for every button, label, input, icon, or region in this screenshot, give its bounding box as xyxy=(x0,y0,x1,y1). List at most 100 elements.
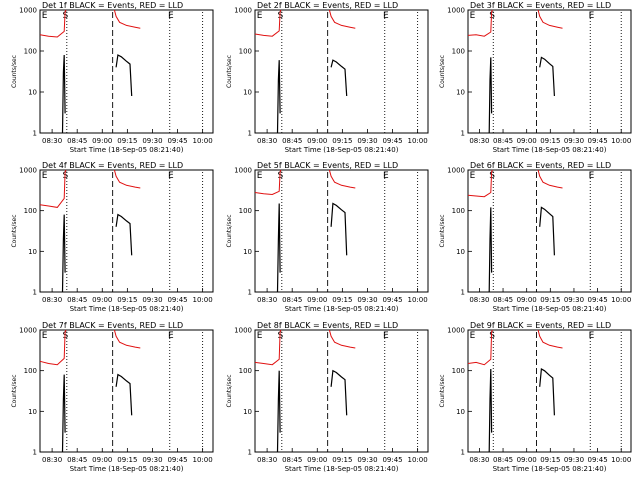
marker-e: E xyxy=(470,171,476,181)
lld-series-line-2 xyxy=(537,329,563,349)
marker-e: E xyxy=(383,11,389,21)
marker-s: S xyxy=(277,171,283,181)
y-tick-label: 100 xyxy=(24,207,37,215)
y-tick-label: 100 xyxy=(239,207,252,215)
panel-title: Det 3f BLACK = Events, RED = LLD xyxy=(470,1,611,10)
x-tick-label: 08:45 xyxy=(67,137,87,145)
x-tick-label: 09:45 xyxy=(382,137,402,145)
y-tick-label: 100 xyxy=(24,367,37,375)
x-axis-label: Start Time (18-Sep-05 08:21:40) xyxy=(493,146,607,154)
x-axis-label: Start Time (18-Sep-05 08:21:40) xyxy=(493,465,607,473)
events-series-line-1 xyxy=(61,374,66,453)
y-tick-label: 1 xyxy=(33,449,37,457)
x-tick-label: 10:00 xyxy=(193,137,213,145)
lld-series-line-1 xyxy=(467,329,493,366)
plot-frame xyxy=(467,169,632,293)
marker-e: E xyxy=(589,331,595,341)
plot-frame xyxy=(39,169,214,293)
x-tick-label: 09:15 xyxy=(332,296,352,304)
marker-s: S xyxy=(277,331,283,341)
y-axis-label: Counts/sec xyxy=(226,55,233,88)
detector-panel-2: Det 2f BLACK = Events, RED = LLD 1 10 100 10… xyxy=(226,1,429,154)
panel-title: Det 7f BLACK = Events, RED = LLD xyxy=(42,321,183,330)
x-tick-label: 09:00 xyxy=(92,137,112,145)
detector-panel-9: Det 9f BLACK = Events, RED = LLD 1 10 100 10… xyxy=(439,321,632,473)
panel-title: Det 2f BLACK = Events, RED = LLD xyxy=(257,1,398,10)
detector-panel-8: Det 8f BLACK = Events, RED = LLD 1 10 100 10… xyxy=(226,321,429,473)
x-tick-label: 09:15 xyxy=(117,137,137,145)
y-axis-label: Counts/sec xyxy=(439,55,446,88)
y-tick-label: 100 xyxy=(24,48,37,56)
events-series-line-1 xyxy=(488,57,493,134)
x-tick-label: 09:30 xyxy=(357,456,377,464)
y-tick-label: 1000 xyxy=(447,167,465,175)
y-tick-label: 1000 xyxy=(234,7,252,15)
marker-s: S xyxy=(277,11,283,21)
marker-s: S xyxy=(62,331,68,341)
x-tick-label: 09:15 xyxy=(540,296,560,304)
x-tick-label: 08:30 xyxy=(469,296,489,304)
events-series-line-2 xyxy=(539,368,555,416)
events-series-line-1 xyxy=(276,60,281,134)
panel-title: Det 5f BLACK = Events, RED = LLD xyxy=(257,161,398,170)
x-tick-label: 09:45 xyxy=(587,296,607,304)
marker-s: S xyxy=(489,171,495,181)
events-series-line-2 xyxy=(539,206,555,256)
y-axis-label: Counts/sec xyxy=(11,374,18,407)
x-tick-label: 08:45 xyxy=(282,137,302,145)
y-tick-label: 10 xyxy=(456,248,465,256)
marker-e: E xyxy=(168,11,174,21)
x-tick-label: 09:00 xyxy=(517,137,537,145)
x-tick-label: 08:45 xyxy=(67,296,87,304)
x-tick-label: 08:45 xyxy=(493,296,513,304)
x-tick-label: 10:00 xyxy=(408,137,428,145)
lld-series-line-1 xyxy=(254,169,282,196)
y-tick-label: 1000 xyxy=(234,327,252,335)
y-tick-label: 100 xyxy=(239,48,252,56)
plot-frame xyxy=(254,329,429,453)
panel-title: Det 8f BLACK = Events, RED = LLD xyxy=(257,321,398,330)
panel-title: Det 1f BLACK = Events, RED = LLD xyxy=(42,1,183,10)
x-tick-label: 10:00 xyxy=(193,456,213,464)
x-tick-label: 08:30 xyxy=(469,456,489,464)
x-tick-label: 08:45 xyxy=(493,137,513,145)
y-tick-label: 10 xyxy=(28,408,37,416)
x-tick-label: 08:45 xyxy=(67,456,87,464)
x-tick-label: 09:45 xyxy=(382,296,402,304)
lld-series-line-2 xyxy=(328,169,356,189)
marker-e: E xyxy=(168,171,174,181)
lld-series-line-1 xyxy=(254,9,282,37)
y-tick-label: 100 xyxy=(452,367,465,375)
x-tick-label: 09:15 xyxy=(332,137,352,145)
marker-e: E xyxy=(589,171,595,181)
x-tick-label: 08:30 xyxy=(257,456,277,464)
plot-frame xyxy=(467,9,632,134)
marker-e: E xyxy=(257,171,263,181)
marker-e: E xyxy=(470,11,476,21)
detector-panel-7: Det 7f BLACK = Events, RED = LLD 1 10 100 10… xyxy=(11,321,214,473)
y-tick-label: 100 xyxy=(452,48,465,56)
events-series-line-1 xyxy=(61,214,66,293)
y-tick-label: 1 xyxy=(461,449,465,457)
events-series-line-2 xyxy=(330,202,348,256)
x-tick-label: 10:00 xyxy=(408,456,428,464)
x-tick-label: 10:00 xyxy=(611,137,631,145)
y-tick-label: 1 xyxy=(461,130,465,138)
marker-e: E xyxy=(42,11,48,21)
events-series-line-1 xyxy=(276,203,281,293)
y-tick-label: 1000 xyxy=(447,7,465,15)
y-tick-label: 10 xyxy=(28,89,37,97)
x-tick-label: 10:00 xyxy=(193,296,213,304)
lld-series-line-2 xyxy=(537,9,563,29)
events-series-line-1 xyxy=(61,54,66,134)
x-tick-label: 09:45 xyxy=(382,456,402,464)
x-tick-label: 09:15 xyxy=(117,456,137,464)
events-series-line-2 xyxy=(539,56,555,97)
x-tick-label: 09:00 xyxy=(517,456,537,464)
events-series-line-1 xyxy=(488,368,493,453)
lld-series-line-2 xyxy=(113,169,141,189)
marker-e: E xyxy=(168,331,174,341)
events-series-line-2 xyxy=(115,213,133,256)
lld-series-line-1 xyxy=(39,9,67,38)
x-axis-label: Start Time (18-Sep-05 08:21:40) xyxy=(285,465,399,473)
